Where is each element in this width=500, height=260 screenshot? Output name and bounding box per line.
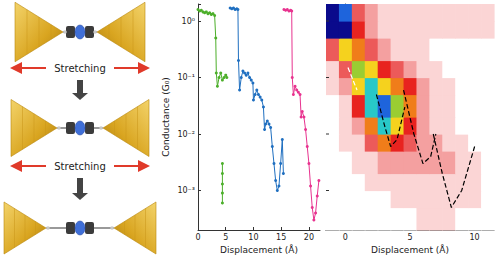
svg-text:0: 0 <box>343 233 348 242</box>
svg-text:5: 5 <box>407 233 412 242</box>
svg-text:10⁰: 10⁰ <box>182 17 195 26</box>
svg-text:10⁻³: 10⁻³ <box>177 186 195 195</box>
svg-text:Stretching: Stretching <box>54 63 106 74</box>
svg-text:Displacement (Å): Displacement (Å) <box>220 244 298 255</box>
svg-text:0: 0 <box>195 233 200 242</box>
svg-text:20: 20 <box>304 233 314 242</box>
svg-text:10⁻²: 10⁻² <box>177 130 195 139</box>
svg-text:Stretching: Stretching <box>54 161 106 172</box>
svg-text:Displacement (Å): Displacement (Å) <box>371 244 449 255</box>
svg-text:15: 15 <box>276 233 286 242</box>
svg-text:5: 5 <box>223 233 228 242</box>
svg-text:10: 10 <box>248 233 258 242</box>
svg-text:10: 10 <box>470 233 480 242</box>
svg-text:Conductance (G₀): Conductance (G₀) <box>161 77 171 157</box>
svg-text:10⁻¹: 10⁻¹ <box>177 73 195 82</box>
